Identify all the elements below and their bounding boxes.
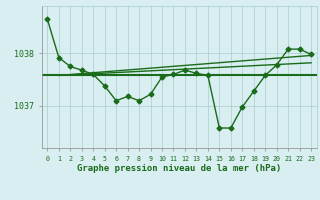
X-axis label: Graphe pression niveau de la mer (hPa): Graphe pression niveau de la mer (hPa) xyxy=(77,164,281,173)
